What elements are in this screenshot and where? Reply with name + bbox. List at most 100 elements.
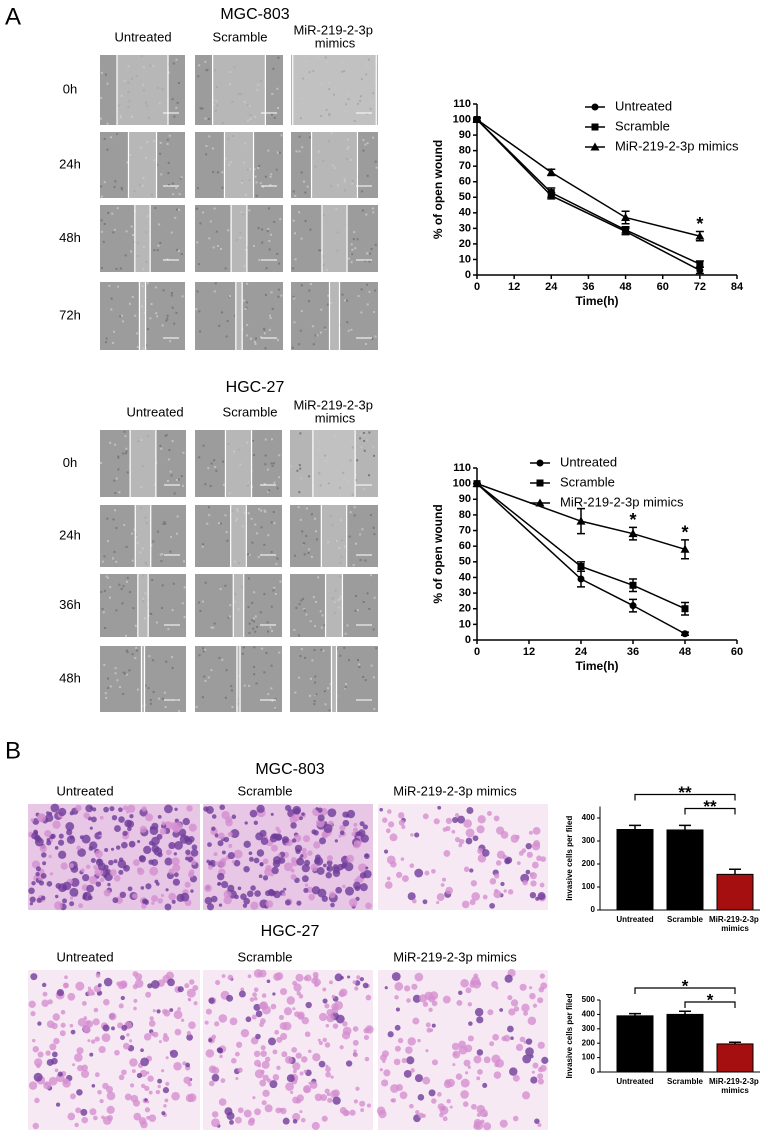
cell bbox=[525, 842, 532, 850]
texture bbox=[259, 611, 262, 614]
cell bbox=[379, 1068, 383, 1072]
cell bbox=[415, 1109, 420, 1115]
texture bbox=[295, 606, 298, 609]
texture bbox=[313, 703, 316, 706]
y-tick-label: 50 bbox=[459, 191, 471, 203]
cell bbox=[168, 892, 177, 901]
texture bbox=[125, 673, 128, 676]
cell bbox=[74, 1053, 83, 1062]
cell bbox=[119, 891, 127, 899]
wound-gap bbox=[312, 430, 356, 497]
cell bbox=[36, 813, 46, 823]
cell bbox=[300, 854, 304, 858]
texture bbox=[366, 174, 369, 177]
cell bbox=[355, 1086, 360, 1091]
y-tick-label: 30 bbox=[459, 587, 471, 599]
texture bbox=[323, 326, 326, 329]
cell bbox=[418, 1112, 424, 1119]
cell bbox=[314, 1093, 323, 1102]
texture bbox=[278, 476, 281, 479]
cell bbox=[412, 994, 421, 1003]
cell bbox=[151, 858, 159, 866]
cell bbox=[359, 1100, 366, 1107]
cell bbox=[442, 1116, 448, 1122]
wound-gap bbox=[231, 205, 247, 272]
texture bbox=[155, 621, 158, 624]
texture bbox=[299, 329, 302, 332]
texture bbox=[276, 557, 279, 560]
cell bbox=[327, 808, 337, 818]
bracket bbox=[634, 793, 736, 801]
texture bbox=[300, 477, 303, 480]
cell bbox=[299, 816, 303, 821]
texture bbox=[254, 630, 257, 633]
texture bbox=[102, 611, 105, 614]
cell bbox=[264, 1104, 273, 1113]
cell bbox=[65, 822, 75, 831]
cell bbox=[106, 1115, 113, 1122]
texture bbox=[176, 208, 179, 211]
texture bbox=[196, 290, 199, 293]
cell bbox=[213, 852, 218, 857]
cell bbox=[303, 976, 309, 981]
bracket bbox=[684, 807, 736, 815]
cell bbox=[460, 978, 469, 988]
point bbox=[696, 266, 704, 274]
cell bbox=[75, 981, 85, 991]
cell bbox=[149, 1016, 154, 1021]
series-line bbox=[476, 119, 701, 272]
bar bbox=[666, 1013, 704, 1073]
texture bbox=[204, 648, 207, 651]
cell bbox=[281, 892, 286, 897]
texture bbox=[252, 617, 255, 620]
cell bbox=[185, 1062, 191, 1068]
texture bbox=[119, 267, 122, 270]
texture bbox=[135, 649, 138, 652]
texture bbox=[277, 107, 280, 110]
texture bbox=[370, 574, 373, 577]
texture bbox=[350, 328, 353, 331]
texture bbox=[370, 248, 373, 251]
texture bbox=[263, 593, 266, 596]
cell bbox=[425, 1022, 431, 1028]
cell bbox=[204, 896, 213, 905]
texture bbox=[112, 231, 115, 234]
cell bbox=[250, 885, 256, 891]
cell bbox=[260, 1045, 266, 1051]
cell bbox=[483, 1122, 492, 1131]
texture bbox=[159, 152, 162, 155]
texture bbox=[326, 687, 329, 690]
cell bbox=[240, 893, 247, 900]
cell bbox=[358, 863, 367, 873]
cell bbox=[321, 1115, 328, 1122]
texture bbox=[308, 289, 311, 292]
cell bbox=[102, 1024, 110, 1032]
wound-gap bbox=[141, 646, 145, 712]
cell bbox=[150, 1031, 155, 1037]
texture bbox=[258, 508, 261, 511]
cell bbox=[51, 1057, 58, 1065]
series-line bbox=[476, 482, 686, 551]
column-label: Scramble bbox=[238, 783, 293, 798]
cell bbox=[76, 845, 81, 851]
bar bbox=[716, 1043, 754, 1073]
texture bbox=[126, 471, 129, 474]
cell bbox=[472, 835, 479, 842]
cell bbox=[174, 807, 178, 811]
cell bbox=[204, 1020, 209, 1025]
cell bbox=[449, 1105, 453, 1109]
texture bbox=[252, 627, 255, 630]
cell bbox=[489, 878, 497, 885]
texture bbox=[254, 523, 257, 526]
cell bbox=[188, 836, 195, 843]
texture bbox=[253, 168, 256, 171]
texture bbox=[309, 283, 312, 286]
cell bbox=[99, 815, 104, 820]
cell bbox=[253, 987, 259, 993]
cell bbox=[388, 821, 395, 828]
cell bbox=[262, 1074, 269, 1081]
texture bbox=[172, 62, 175, 65]
texture bbox=[160, 607, 163, 610]
cell bbox=[526, 851, 533, 858]
cell bbox=[156, 1009, 161, 1014]
